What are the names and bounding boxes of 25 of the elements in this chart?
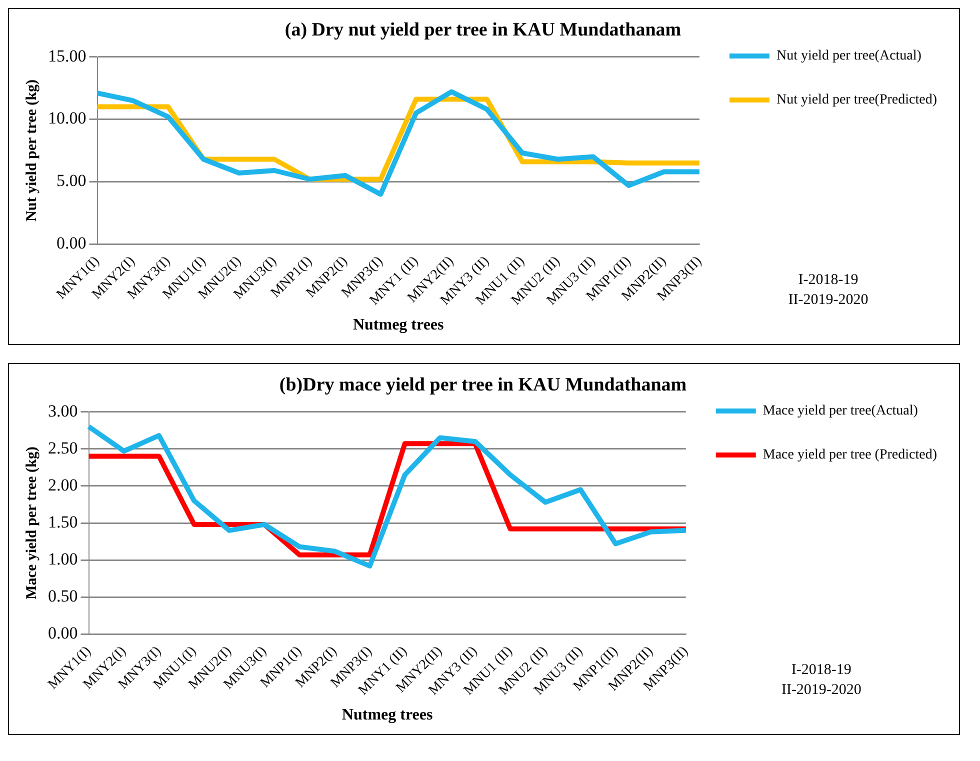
y-tick-label: 0.00 bbox=[56, 234, 86, 253]
legend-label: Mace yield per tree (Predicted) bbox=[762, 448, 938, 463]
y-tick-label: 2.50 bbox=[48, 438, 78, 458]
y-tick-label: 0.50 bbox=[48, 586, 78, 606]
text: II-2019-2020 bbox=[781, 682, 862, 698]
legend-label: Mace yield per tree(Actual) bbox=[762, 404, 918, 419]
y-axis-title: Mace yield per tree (kg) bbox=[24, 446, 40, 600]
y-tick-label: 0.00 bbox=[48, 624, 78, 643]
legend-label: Nut yield per tree(Actual) bbox=[776, 48, 922, 64]
y-tick-label: 5.00 bbox=[56, 171, 86, 190]
y-tick-label: 1.50 bbox=[48, 512, 78, 532]
text: I-2018-19 bbox=[798, 272, 858, 288]
text: II-2019-2020 bbox=[788, 292, 868, 308]
y-tick-label: 1.00 bbox=[48, 550, 78, 569]
y-tick-label: 3.00 bbox=[48, 401, 78, 420]
x-axis-title: Nutmeg trees bbox=[352, 316, 444, 334]
chart-title: (b)Dry mace yield per tree in KAU Mundathanam bbox=[279, 374, 687, 396]
y-axis-title: Nut yield per tree (kg) bbox=[24, 80, 40, 222]
y-tick-label: 15.00 bbox=[48, 46, 86, 66]
chart-title: (a) Dry nut yield per tree in KAU Mundathanam bbox=[284, 19, 682, 40]
x-axis-title: Nutmeg trees bbox=[342, 706, 433, 724]
text: I-2018-19 bbox=[791, 662, 852, 678]
y-tick-label: 2.00 bbox=[48, 475, 78, 494]
y-tick-label: 10.00 bbox=[48, 108, 86, 128]
legend-label: Nut yield per tree(Predicted) bbox=[776, 92, 938, 108]
